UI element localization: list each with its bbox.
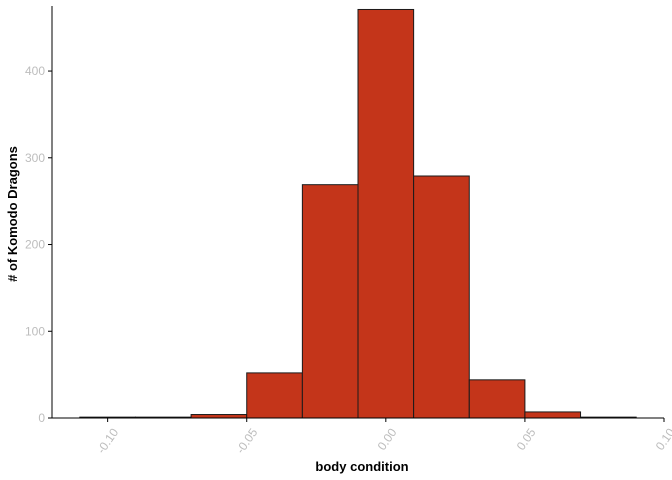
histogram-bar-7 [468, 379, 526, 419]
x-axis-title: body condition [315, 459, 408, 474]
y-axis-ticks: 0 100 200 300 400 [25, 64, 52, 425]
histogram-bar-6 [413, 175, 470, 419]
y-tick-label-0: 0 [38, 411, 45, 425]
histogram-bar-3 [246, 372, 303, 419]
y-tick-label-4: 400 [25, 64, 45, 78]
y-tick-label-3: 300 [25, 151, 45, 165]
histogram-bar-2 [190, 414, 248, 419]
x-tick-label-2: 0.00 [375, 425, 400, 452]
x-tick-label-4: 0.10 [653, 425, 672, 452]
histogram-bar-8 [524, 411, 582, 419]
x-tick-label-1: -0.05 [233, 425, 260, 456]
histogram-bars [79, 8, 637, 419]
x-tick-label-3: 0.05 [514, 425, 539, 452]
histogram-bar-5 [357, 8, 415, 419]
y-tick-label-2: 200 [25, 238, 45, 252]
x-axis-ticks: -0.10 -0.05 0.00 0.05 0.10 [94, 418, 672, 456]
y-tick-label-1: 100 [25, 324, 45, 338]
x-tick-label-0: -0.10 [94, 425, 121, 456]
histogram-bar-4 [301, 184, 359, 419]
y-axis-title: # of Komodo Dragons [5, 146, 20, 282]
